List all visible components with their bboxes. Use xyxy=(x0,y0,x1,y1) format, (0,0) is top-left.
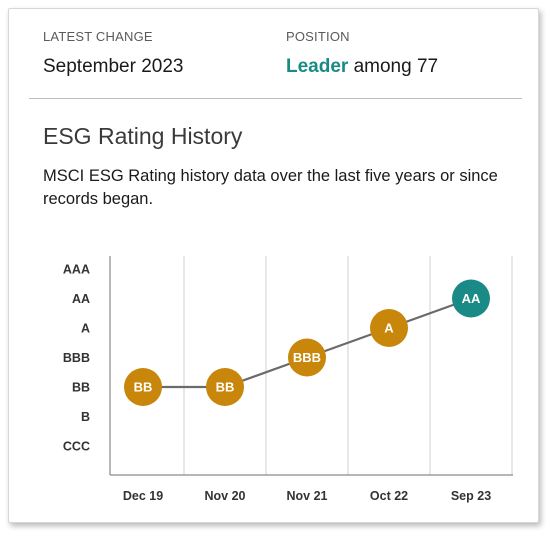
position-highlight: Leader xyxy=(286,56,349,77)
x-tick-label: Nov 20 xyxy=(205,489,246,503)
latest-change-label: LATEST CHANGE xyxy=(43,29,153,44)
latest-change-value: September 2023 xyxy=(43,56,184,77)
latest-change-block: LATEST CHANGE September 2023 xyxy=(43,29,184,78)
position-value: Leader among 77 xyxy=(286,56,438,78)
x-tick-label: Nov 21 xyxy=(287,489,328,503)
position-label: POSITION xyxy=(286,29,350,44)
rating-point xyxy=(370,309,408,347)
x-tick-label: Sep 23 xyxy=(451,489,491,503)
y-tick-label: BB xyxy=(72,381,90,395)
rating-point-label: BB xyxy=(216,380,235,395)
position-block: POSITION Leader among 77 xyxy=(286,29,438,78)
rating-point xyxy=(288,338,326,377)
rating-point-label: AA xyxy=(462,291,481,306)
section-title: ESG Rating History xyxy=(43,123,243,149)
section-description: MSCI ESG Rating history data over the la… xyxy=(43,167,498,208)
rating-point xyxy=(452,279,490,318)
y-tick-label: AAA xyxy=(63,263,90,277)
x-tick-label: Oct 22 xyxy=(370,489,408,503)
divider xyxy=(29,98,522,99)
y-tick-label: AA xyxy=(72,292,90,306)
x-tick-label: Dec 19 xyxy=(123,489,163,503)
rating-point-label: BB xyxy=(134,380,153,395)
esg-rating-card: LATEST CHANGE September 2023 POSITION Le… xyxy=(8,8,539,523)
rating-point-label: A xyxy=(384,321,394,336)
y-tick-label: BBB xyxy=(63,351,90,365)
y-tick-label: B xyxy=(81,410,90,424)
y-tick-label: A xyxy=(81,322,90,336)
rating-point xyxy=(206,368,244,406)
rating-point xyxy=(124,368,162,406)
rating-point-label: BBB xyxy=(293,350,321,365)
y-tick-label: CCC xyxy=(63,440,90,454)
position-rest: among 77 xyxy=(348,56,439,77)
